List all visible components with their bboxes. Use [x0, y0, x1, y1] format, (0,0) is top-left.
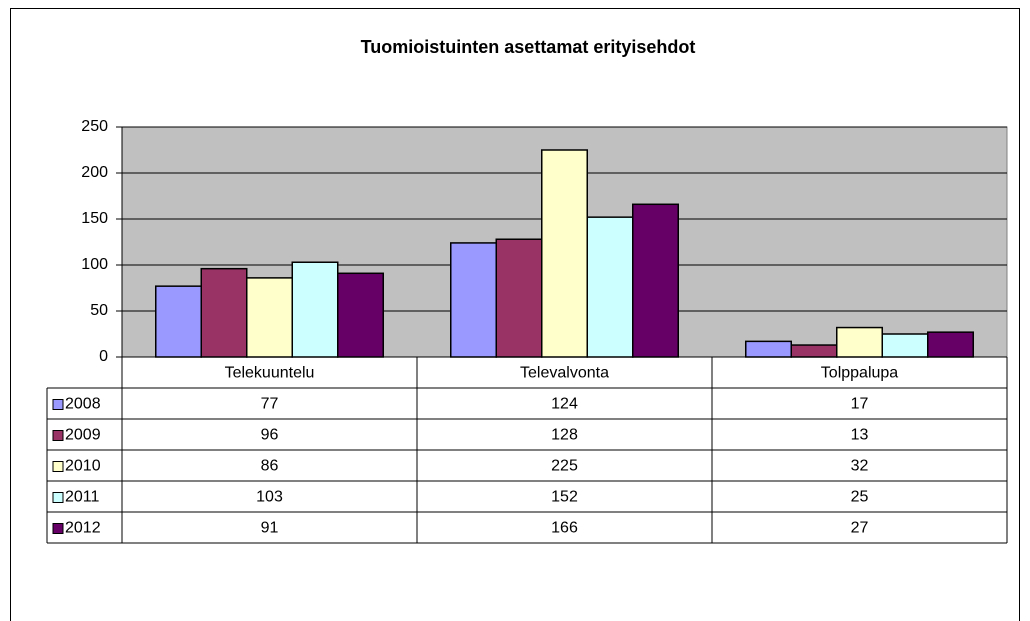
- table-cell: 86: [261, 458, 279, 475]
- legend-label: 2011: [65, 489, 100, 506]
- table-cell: 27: [851, 520, 869, 537]
- bar: [200, 267, 248, 358]
- table-cell: 32: [851, 458, 869, 475]
- bar: [881, 333, 929, 358]
- x-tick-label: Telekuuntelu: [225, 365, 315, 382]
- table-cell: 128: [551, 427, 578, 444]
- x-tick-label: Tolppalupa: [821, 365, 899, 382]
- table-cell: 152: [551, 489, 578, 506]
- table-cell: 96: [261, 427, 279, 444]
- table-cell: 77: [261, 396, 279, 413]
- legend-key: [52, 492, 64, 503]
- bar: [246, 277, 293, 358]
- table-cell: 225: [551, 458, 578, 475]
- y-tick-label: 150: [81, 210, 108, 227]
- legend-label: 2010: [65, 458, 101, 475]
- legend-label: 2012: [65, 520, 101, 537]
- legend-label: 2009: [65, 427, 101, 444]
- y-tick-label: 250: [81, 118, 108, 135]
- legend-key: [52, 461, 64, 472]
- y-tick-label: 0: [99, 348, 108, 365]
- table-cell: 91: [261, 520, 279, 537]
- bar: [586, 216, 634, 358]
- bar: [836, 326, 883, 358]
- bar: [745, 340, 792, 358]
- x-tick-label: Televalvonta: [520, 365, 609, 382]
- y-tick-label: 50: [90, 302, 108, 319]
- bar: [450, 242, 497, 358]
- legend-key: [52, 399, 64, 410]
- legend-key: [52, 523, 64, 534]
- bar: [155, 285, 202, 358]
- bar: [337, 272, 384, 358]
- y-tick-label: 100: [81, 256, 108, 273]
- bar: [790, 344, 838, 358]
- bar: [632, 203, 679, 358]
- bar: [541, 149, 588, 358]
- legend-key: [52, 430, 64, 441]
- table-cell: 13: [851, 427, 869, 444]
- bar: [927, 331, 974, 358]
- bar: [291, 261, 339, 358]
- y-tick-label: 200: [81, 164, 108, 181]
- table-cell: 124: [551, 396, 578, 413]
- table-cell: 17: [851, 396, 869, 413]
- table-cell: 103: [256, 489, 283, 506]
- bar: [495, 238, 543, 358]
- table-cell: 166: [551, 520, 578, 537]
- chart-title: Tuomioistuinten asettamat erityisehdot: [361, 37, 696, 57]
- legend-label: 2008: [65, 396, 101, 413]
- table-cell: 25: [851, 489, 869, 506]
